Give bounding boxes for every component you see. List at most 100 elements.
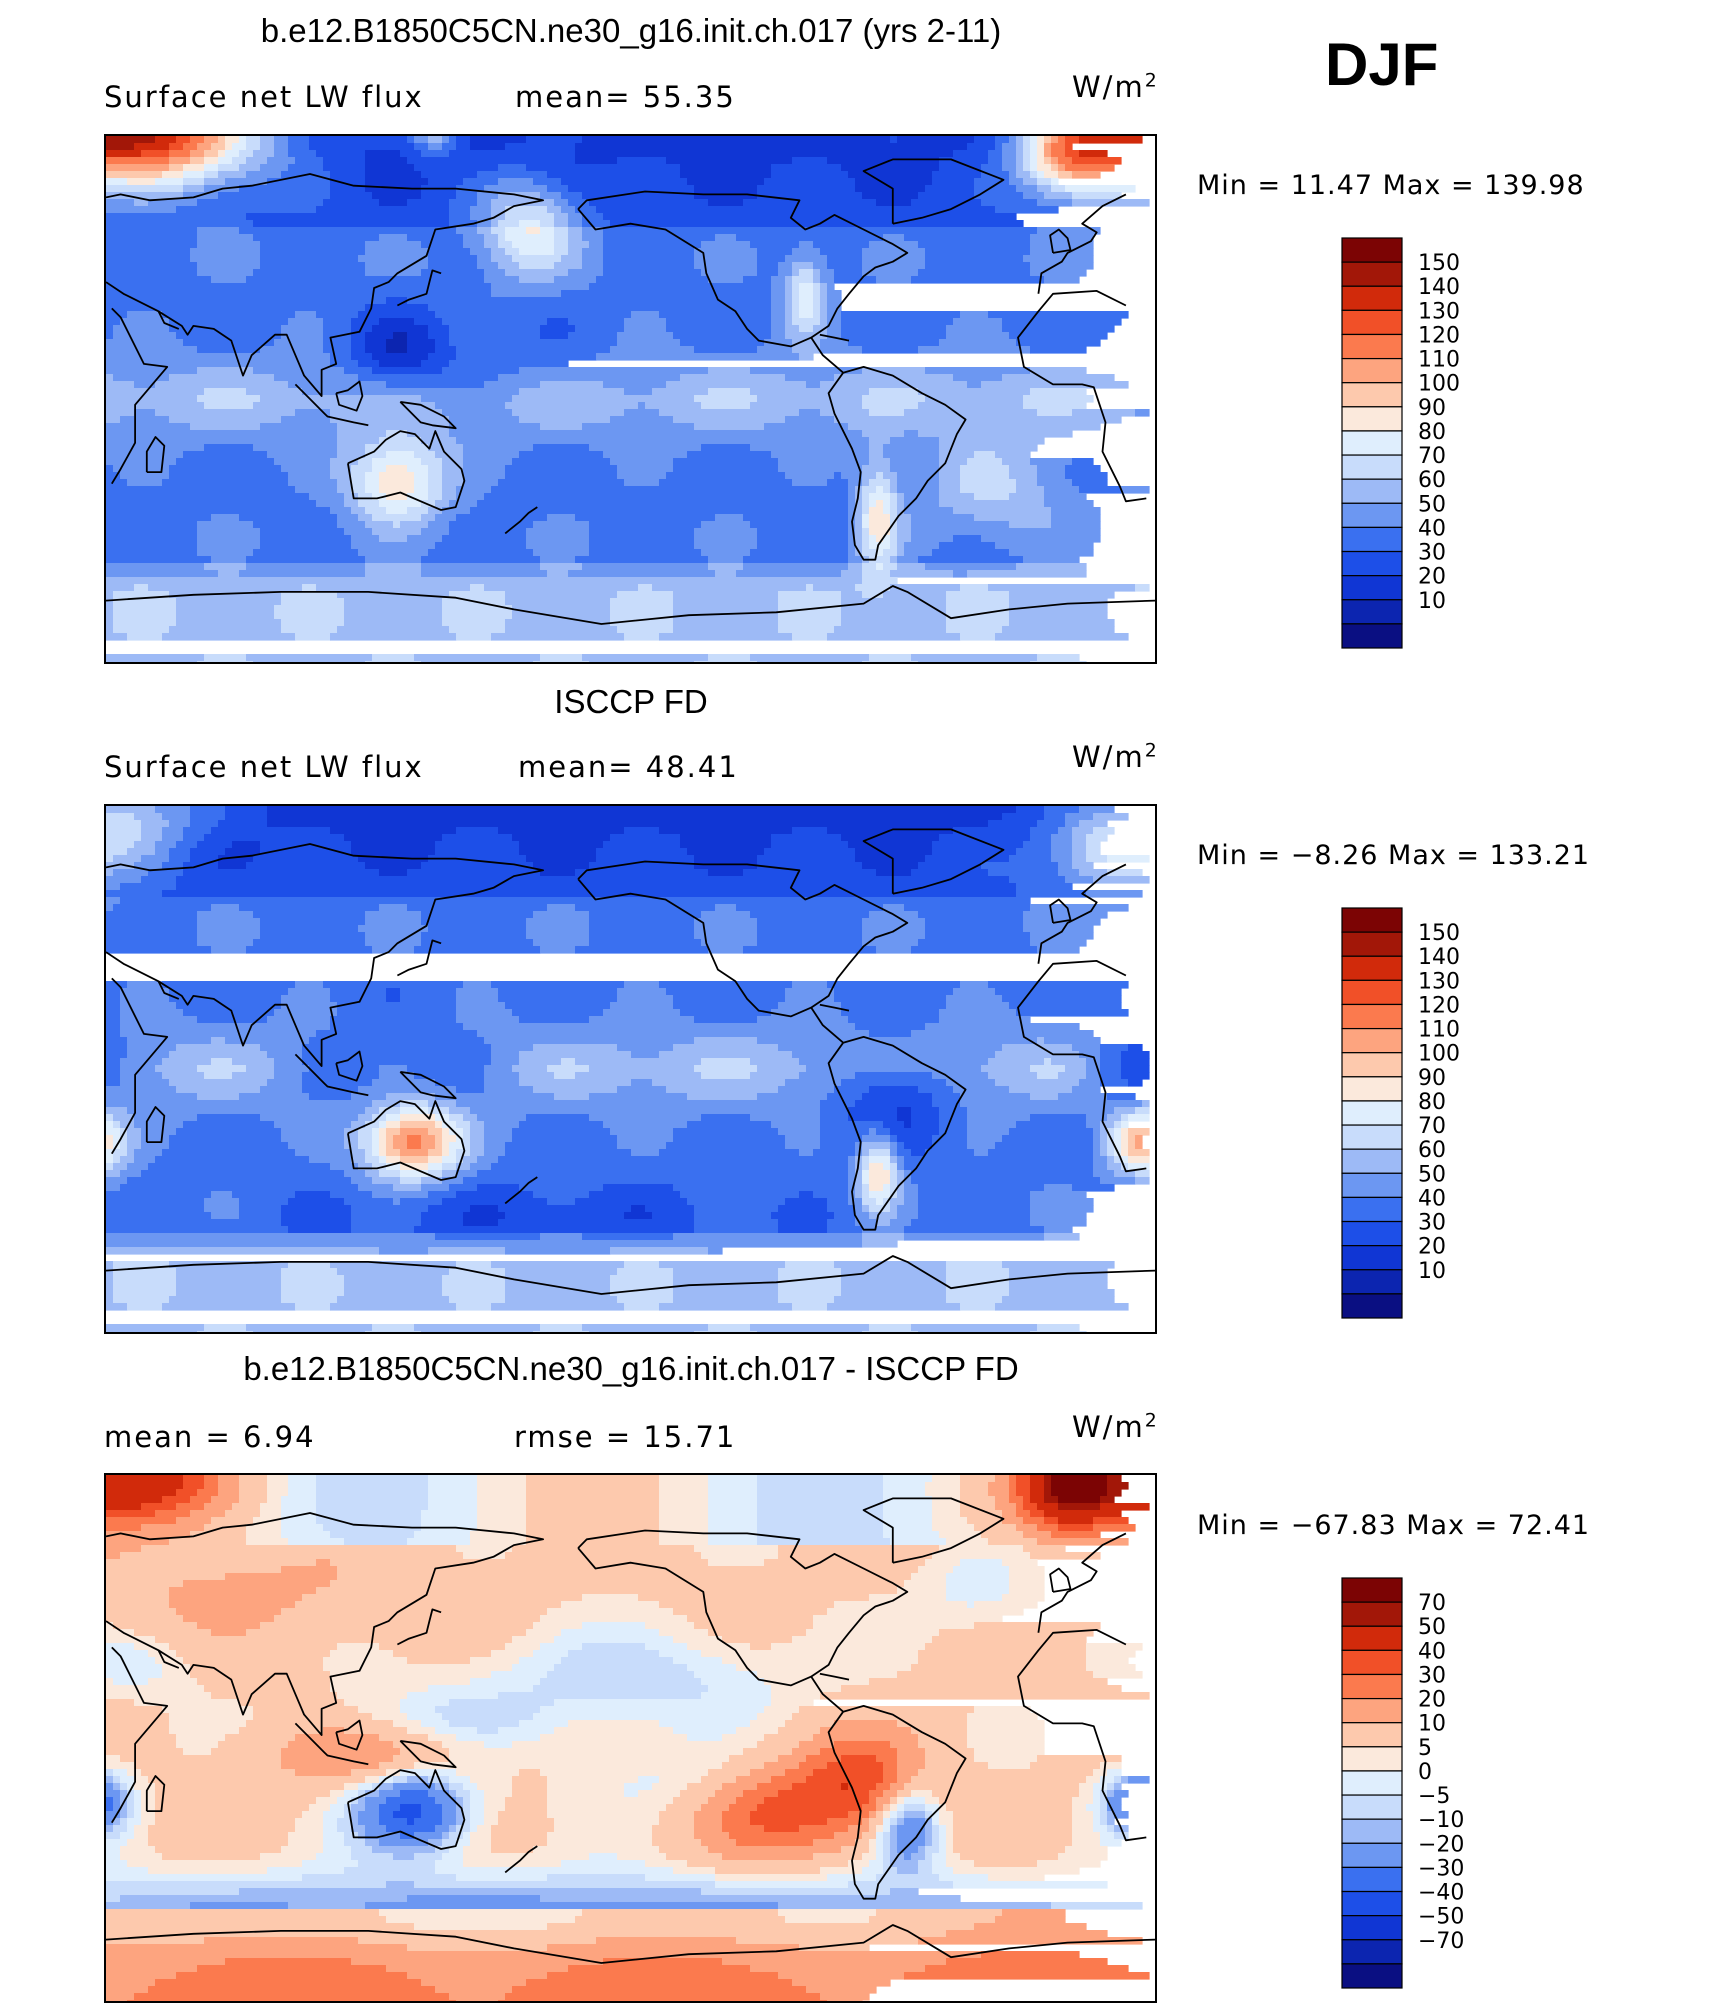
panel1-colorbar-box <box>1341 261 1403 287</box>
panel1-colorbar-label: 10 <box>1418 589 1446 614</box>
panel2-colorbar-label: 80 <box>1418 1090 1446 1115</box>
panel2-colorbar-box <box>1341 1100 1403 1126</box>
panel2-field <box>106 806 1150 1332</box>
panel2-colorbar-box <box>1341 1076 1403 1102</box>
panel1-colorbar-box <box>1341 309 1403 336</box>
panel1-variable-label: Surface net LW flux <box>104 80 424 114</box>
panel3-colorbar-label: 5 <box>1418 1736 1432 1761</box>
panel1-colorbar-box <box>1341 454 1403 480</box>
panel3-colorbar-box <box>1341 1722 1403 1748</box>
panel1-colorbar-label: 50 <box>1418 492 1446 517</box>
panel3-colorbar-label: 10 <box>1418 1712 1446 1737</box>
panel1-colorbar-box <box>1341 430 1403 456</box>
panel3-colorbar-box <box>1341 1601 1403 1627</box>
panel1-units-label: W/m2 <box>1072 70 1159 104</box>
panel3-colorbar-box <box>1341 1842 1403 1869</box>
panel3-colorbar-label: 0 <box>1418 1760 1432 1785</box>
panel2-colorbar-box <box>1341 1052 1403 1078</box>
panel3-colorbar-label: −10 <box>1418 1808 1464 1833</box>
panel3-minmax: Min = −67.83 Max = 72.41 <box>1197 1510 1591 1541</box>
panel3-colorbar-box <box>1341 1746 1403 1772</box>
panel2-colorbar-label: 50 <box>1418 1162 1446 1187</box>
panel2-colorbar-box <box>1341 1269 1403 1295</box>
panel2-colorbar-box <box>1341 979 1403 1006</box>
panel1-mean-label: mean= 55.35 <box>515 80 736 114</box>
panel2-colorbar-box <box>1341 1293 1403 1319</box>
panel2-map-plot <box>106 806 1155 1332</box>
panel2-coastlines <box>106 828 1155 1295</box>
panel3-units-label: W/m2 <box>1072 1410 1159 1444</box>
panel3-colorbar-label: 20 <box>1418 1688 1446 1713</box>
panel2-minmax: Min = −8.26 Max = 133.21 <box>1197 840 1591 871</box>
panel2-colorbar-box <box>1341 1148 1403 1174</box>
panel1-colorbar-label: 140 <box>1418 275 1460 300</box>
panel1-colorbar-box <box>1341 333 1403 360</box>
panel3-colorbar-box <box>1341 1577 1403 1603</box>
panel2-colorbar-label: 120 <box>1418 993 1460 1018</box>
panel2-colorbar-box <box>1341 1027 1403 1054</box>
panel3-colorbar-box <box>1341 1963 1403 1989</box>
panel1-field <box>106 136 1150 662</box>
panel1-colorbar-label: 110 <box>1418 348 1460 373</box>
panel2-colorbar-label: 30 <box>1418 1211 1446 1236</box>
panel1-colorbar-box <box>1341 285 1403 311</box>
panel3-colorbar-label: −70 <box>1418 1929 1464 1954</box>
panel1-colorbar-box <box>1341 478 1403 504</box>
panel3-colorbar-label: 70 <box>1418 1591 1446 1616</box>
panel1-colorbar-box <box>1341 357 1403 384</box>
panel3-colorbar-label: 30 <box>1418 1663 1446 1688</box>
panel2-colorbar-label: 130 <box>1418 969 1460 994</box>
panel1-colorbar-label: 60 <box>1418 468 1446 493</box>
panel3-colorbar-box <box>1341 1625 1403 1651</box>
panel2-colorbar-box <box>1341 955 1403 981</box>
panel3-colorbar-label: −50 <box>1418 1905 1464 1930</box>
panel1-colorbar-box <box>1341 406 1403 432</box>
panel3-colorbar-label: 50 <box>1418 1615 1446 1640</box>
panel1-colorbar-box <box>1341 623 1403 649</box>
panel3-colorbar-box <box>1341 1794 1403 1820</box>
panel3-colorbar-box <box>1341 1697 1403 1724</box>
panel1-colorbar-label: 130 <box>1418 299 1460 324</box>
panel2-colorbar-label: 110 <box>1418 1018 1460 1043</box>
panel2-colorbar-box <box>1341 907 1403 933</box>
panel3-map <box>104 1473 1157 2003</box>
panel1-title: b.e12.B1850C5CN.ne30_g16.init.ch.017 (yr… <box>260 12 1002 49</box>
panel3-colorbar-box <box>1341 1649 1403 1676</box>
panel1-map-plot <box>106 136 1155 662</box>
panel2-colorbar-label: 100 <box>1418 1042 1460 1067</box>
panel1-colorbar-label: 120 <box>1418 323 1460 348</box>
panel3-colorbar-box <box>1341 1939 1403 1965</box>
panel3-colorbar-label: −30 <box>1418 1856 1464 1881</box>
panel3-colorbar-box <box>1341 1673 1403 1700</box>
panel1-colorbar-box <box>1341 382 1403 408</box>
panel1-colorbar-box <box>1341 575 1403 601</box>
panel1-colorbar-box <box>1341 502 1403 529</box>
panel3-colorbar-box <box>1341 1818 1403 1844</box>
panel1-map <box>104 134 1157 664</box>
panel2-colorbar-label: 70 <box>1418 1114 1446 1139</box>
panel3-colorbar-label: 40 <box>1418 1639 1446 1664</box>
panel3-colorbar-box <box>1341 1866 1403 1893</box>
panel2-colorbar-box <box>1341 1003 1403 1030</box>
panel3-colorbar-box <box>1341 1915 1403 1941</box>
panel1-colorbar-box <box>1341 526 1403 553</box>
panel3-colorbar-label: −20 <box>1418 1832 1464 1857</box>
panel3-map-plot <box>106 1475 1155 2001</box>
panel1-colorbar-label: 90 <box>1418 396 1446 421</box>
panel1-minmax: Min = 11.47 Max = 139.98 <box>1197 170 1585 201</box>
panel2-mean-label: mean= 48.41 <box>518 750 739 784</box>
panel3-colorbar-box <box>1341 1770 1403 1796</box>
panel2-colorbar-box <box>1341 1245 1403 1271</box>
panel1-colorbar-label: 20 <box>1418 565 1446 590</box>
panel2-variable-label: Surface net LW flux <box>104 750 424 784</box>
panel1-colorbar-label: 150 <box>1418 251 1460 276</box>
panel1-colorbar-label: 30 <box>1418 541 1446 566</box>
panel1-colorbar-box <box>1341 237 1403 263</box>
panel3-colorbar-box <box>1341 1890 1403 1917</box>
panel2-colorbar-label: 10 <box>1418 1259 1446 1284</box>
panel2-colorbar-label: 140 <box>1418 945 1460 970</box>
panel1-colorbar-label: 80 <box>1418 420 1446 445</box>
panel3-mean-label: mean = 6.94 <box>104 1420 316 1454</box>
